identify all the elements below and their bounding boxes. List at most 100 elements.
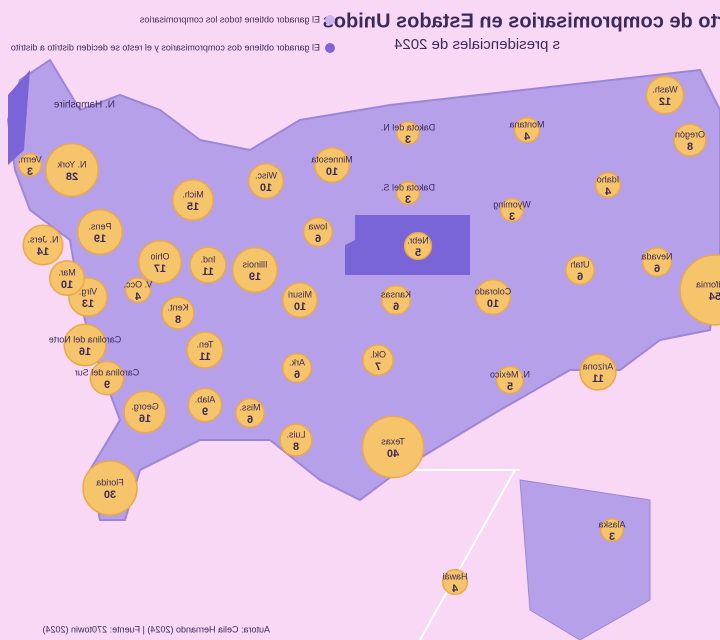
state-marker <box>395 120 421 146</box>
state-marker <box>137 239 183 285</box>
state-marker <box>187 387 223 423</box>
state-votes: 54 <box>708 291 720 303</box>
state-marker <box>124 276 152 304</box>
source: Autora: Celia Hernando (2024) | Fuente: … <box>43 624 270 634</box>
state-label: Alaska <box>598 519 625 529</box>
state-votes: 5 <box>415 247 421 259</box>
state-votes: 4 <box>604 186 611 198</box>
state-marker <box>403 231 433 261</box>
state-marker <box>380 284 412 316</box>
state-marker <box>579 353 617 391</box>
legend-swatch <box>325 43 335 53</box>
state-votes: 3 <box>405 134 411 146</box>
state-marker <box>231 246 279 294</box>
maine-highlight <box>8 70 30 165</box>
state-label: Colorado <box>475 286 512 296</box>
state-label: Georg. <box>131 401 159 411</box>
state-marker <box>82 460 138 516</box>
state-label: Virg. <box>79 286 97 296</box>
state-marker <box>679 254 720 326</box>
state-votes: 10 <box>487 298 499 310</box>
state-votes: 3 <box>405 194 411 206</box>
state-votes: 12 <box>659 96 671 108</box>
state-label: Hawái <box>442 571 467 581</box>
state-votes: 9 <box>202 406 208 418</box>
state-votes: 11 <box>592 373 604 385</box>
state-marker <box>281 281 319 319</box>
legend-swatch <box>325 15 335 25</box>
state-votes: 9 <box>104 379 110 391</box>
state-label: Mar. <box>58 267 76 277</box>
state-label: Arizona <box>583 361 614 371</box>
state-marker <box>89 360 125 396</box>
state-label: Carolina del Norte <box>49 334 122 344</box>
state-label: Idaho <box>597 174 620 184</box>
state-marker <box>279 423 313 457</box>
state-marker <box>171 178 215 222</box>
state-marker <box>641 246 673 278</box>
state-votes: 10 <box>260 182 272 194</box>
state-label: Carolina del Sur <box>75 367 140 377</box>
state-votes: 10 <box>326 166 338 178</box>
state-label: Iowa <box>308 221 327 231</box>
legend-label: El ganador obtiene dos compromisarios y … <box>11 42 320 52</box>
state-label: Miss. <box>240 402 261 412</box>
state-marker <box>594 171 622 199</box>
state-votes: 11 <box>202 266 214 278</box>
state-marker <box>474 278 512 316</box>
state-votes: 6 <box>654 263 660 275</box>
state-marker <box>189 246 227 284</box>
state-label: N. México <box>490 369 530 379</box>
mirrored-texts: rto de compromisarios en Estados Unidos … <box>11 10 720 634</box>
state-label: Montana <box>509 119 544 129</box>
state-marker <box>499 197 525 223</box>
state-label: Ind. <box>200 254 215 264</box>
state-votes: 40 <box>387 448 399 460</box>
state-votes: 30 <box>104 489 116 501</box>
state-label: California <box>696 279 720 289</box>
state-label: Mich. <box>182 189 204 199</box>
state-votes: 7 <box>375 361 381 373</box>
state-marker <box>123 390 167 434</box>
state-marker <box>362 344 394 376</box>
state-marker <box>22 224 64 266</box>
state-votes: 5 <box>507 381 513 393</box>
state-label: Misuri <box>288 289 312 299</box>
state-votes: 6 <box>577 271 583 283</box>
state-label: Verm. <box>18 154 42 164</box>
state-marker <box>48 259 86 297</box>
state-votes: 8 <box>293 441 299 453</box>
state-marker <box>441 568 469 596</box>
state-votes: 14 <box>36 246 49 258</box>
state-markers: Wash. 12 Oregón 8 Idaho 4 Montana 4 Dakota del N… <box>17 75 720 596</box>
state-label: Pens. <box>88 221 111 231</box>
state-votes: 28 <box>66 171 78 183</box>
state-votes: 4 <box>451 583 458 595</box>
state-label: Nebr. <box>407 235 429 245</box>
state-votes: 6 <box>247 414 253 426</box>
state-marker <box>564 254 596 286</box>
state-votes: 15 <box>187 201 199 213</box>
state-votes: 10 <box>61 279 73 291</box>
state-votes: 11 <box>199 351 211 363</box>
state-label: Dakota del N. <box>381 122 436 132</box>
state-votes: 17 <box>154 263 166 275</box>
state-votes: 3 <box>27 166 33 178</box>
state-votes: 4 <box>134 291 141 303</box>
state-label: Oregón <box>675 129 705 139</box>
title: rto de compromisarios en Estados Unidos <box>323 10 720 32</box>
state-label: Wisc. <box>255 170 277 180</box>
state-votes: 3 <box>509 211 515 223</box>
state-marker <box>302 216 334 248</box>
state-votes: 16 <box>139 413 151 425</box>
state-label: Wash. <box>652 84 677 94</box>
state-label: Luis. <box>286 429 305 439</box>
state-label: Ark. <box>289 357 305 367</box>
state-label: Illinois <box>242 259 268 269</box>
state-label: Texas <box>381 436 405 446</box>
state-label: Wyoming <box>493 199 530 209</box>
state-label: Ohio <box>150 251 169 261</box>
state-marker <box>17 152 43 178</box>
state-marker <box>395 180 421 206</box>
